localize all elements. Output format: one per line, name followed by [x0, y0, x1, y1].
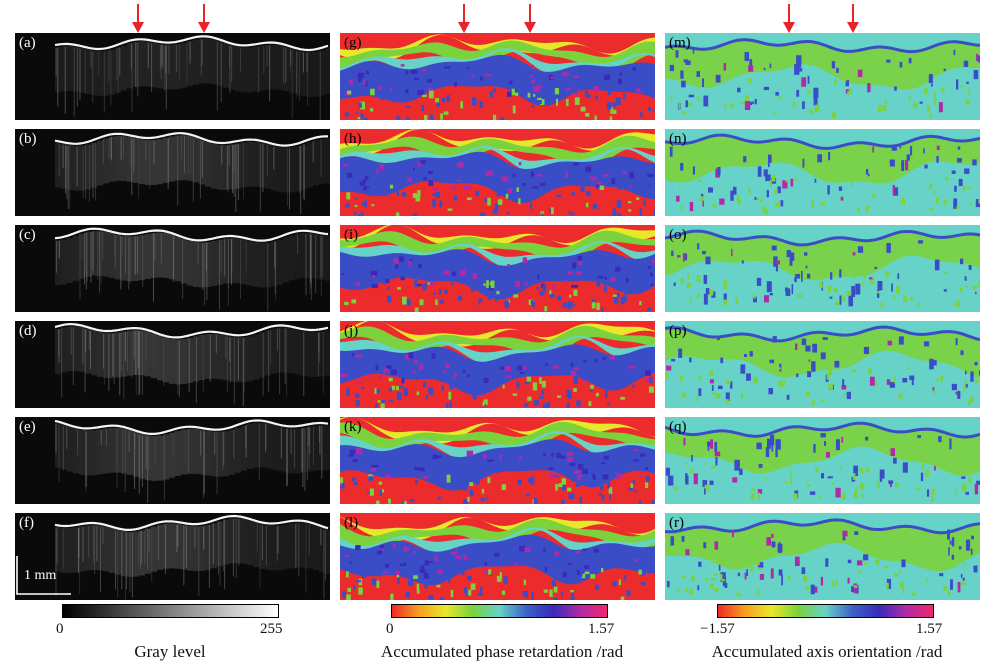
oct-panel-axis: (q)	[665, 417, 980, 504]
oct-panel-axis: (r)	[665, 513, 980, 600]
arrow-down-icon	[783, 4, 795, 33]
colorbar-gray	[62, 604, 279, 618]
oct-panel-retardation: (g)	[340, 33, 655, 120]
panel-label: (o)	[669, 227, 687, 243]
panel-label: (l)	[344, 515, 359, 531]
oct-panel-retardation: (j)	[340, 321, 655, 408]
oct-image-retardation	[340, 417, 655, 504]
oct-image-axis	[665, 321, 980, 408]
oct-panel-retardation: (k)	[340, 417, 655, 504]
oct-panel-retardation: (l)	[340, 513, 655, 600]
oct-panel-axis: (m)	[665, 33, 980, 120]
arrow-down-icon	[132, 4, 144, 33]
oct-image-axis	[665, 33, 980, 120]
colorbar-phase-max: 1.57	[588, 621, 615, 637]
arrow-down-icon	[524, 4, 536, 33]
panel-label: (h)	[344, 131, 362, 147]
colorbar-axis-min: −1.57	[700, 621, 735, 637]
oct-panel-intensity: (e)	[15, 417, 330, 504]
panel-label: (p)	[669, 323, 687, 339]
oct-image-retardation	[340, 225, 655, 312]
panel-label: (m)	[669, 35, 691, 51]
panel-label: (r)	[669, 515, 684, 531]
oct-image-retardation	[340, 129, 655, 216]
oct-image-intensity	[15, 513, 330, 600]
oct-image-intensity	[15, 321, 330, 408]
panel-label: (k)	[344, 419, 362, 435]
oct-image-axis	[665, 513, 980, 600]
oct-image-axis	[665, 417, 980, 504]
panel-label: (g)	[344, 35, 362, 51]
oct-panel-intensity: (f)	[15, 513, 330, 600]
oct-panel-intensity: (d)	[15, 321, 330, 408]
oct-panel-retardation: (h)	[340, 129, 655, 216]
oct-image-intensity	[15, 225, 330, 312]
colorbar-phase-min: 0	[386, 621, 394, 637]
oct-image-retardation	[340, 321, 655, 408]
oct-panel-axis: (o)	[665, 225, 980, 312]
panel-label: (a)	[19, 35, 36, 51]
oct-panel-intensity: (a)	[15, 33, 330, 120]
panel-label: (b)	[19, 131, 37, 147]
oct-image-retardation	[340, 513, 655, 600]
oct-image-intensity	[15, 33, 330, 120]
scale-bar	[16, 556, 71, 595]
panel-label: (n)	[669, 131, 687, 147]
oct-image-axis	[665, 225, 980, 312]
colorbar-axis-max: 1.57	[916, 621, 943, 637]
panel-label: (d)	[19, 323, 37, 339]
arrow-down-icon	[847, 4, 859, 33]
panel-label: (q)	[669, 419, 687, 435]
oct-image-intensity	[15, 129, 330, 216]
colorbar-axis	[717, 604, 934, 618]
panel-label: (i)	[344, 227, 359, 243]
panel-label: (j)	[344, 323, 359, 339]
panel-label: (c)	[19, 227, 36, 243]
oct-image-retardation	[340, 33, 655, 120]
arrow-down-icon	[458, 4, 470, 33]
oct-panel-intensity: (c)	[15, 225, 330, 312]
colorbar-axis-title: Accumulated axis orientation /rad	[711, 642, 943, 661]
oct-panel-axis: (n)	[665, 129, 980, 216]
panel-label: (e)	[19, 419, 36, 435]
panel-label: (f)	[19, 515, 34, 531]
oct-panel-axis: (p)	[665, 321, 980, 408]
oct-image-axis	[665, 129, 980, 216]
oct-panel-intensity: (b)	[15, 129, 330, 216]
oct-panel-retardation: (i)	[340, 225, 655, 312]
colorbar-gray-min: 0	[56, 621, 64, 637]
colorbar-gray-max: 255	[260, 621, 283, 637]
arrow-down-icon	[198, 4, 210, 33]
colorbar-phase	[391, 604, 608, 618]
colorbar-gray-title: Gray level	[134, 642, 206, 661]
colorbar-phase-title: Accumulated phase retardation /rad	[380, 642, 624, 661]
oct-image-intensity	[15, 417, 330, 504]
scale-bar-label: 1 mm	[24, 568, 57, 583]
